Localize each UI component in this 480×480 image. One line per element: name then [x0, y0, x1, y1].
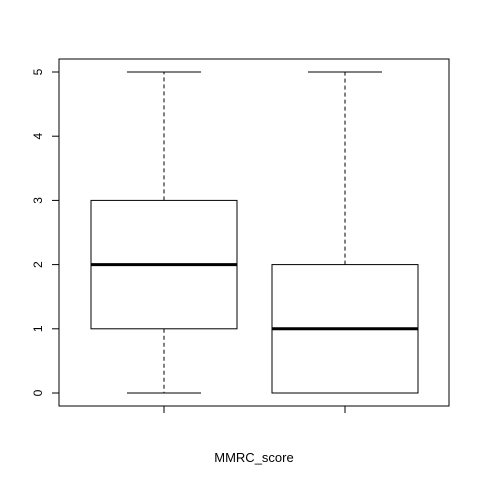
y-tick-label: 3 — [31, 197, 45, 204]
box-group-1 — [90, 71, 238, 394]
y-axis: 0 1 2 3 4 5 — [31, 68, 60, 396]
y-tick-label: 4 — [31, 133, 45, 140]
y-tick-label: 2 — [31, 261, 45, 268]
boxes — [90, 71, 419, 394]
x-axis-label: MMRC_score — [214, 450, 293, 465]
x-axis — [163, 406, 346, 413]
box-group-2 — [271, 71, 419, 394]
y-tick-label: 0 — [31, 389, 45, 396]
y-tick-label: 1 — [31, 325, 45, 332]
y-tick-label: 5 — [31, 68, 45, 75]
